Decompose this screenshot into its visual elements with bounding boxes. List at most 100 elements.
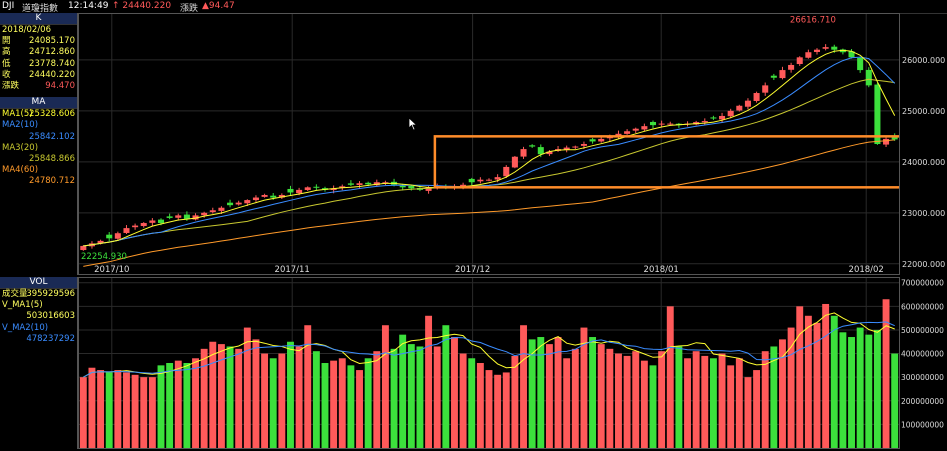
- candle-body: [788, 64, 795, 70]
- volume-bar: [735, 358, 743, 448]
- high-annotation: 26616.710: [790, 15, 836, 25]
- volume-bar: [356, 370, 363, 448]
- volume-bar: [347, 365, 355, 448]
- vol-row-0: 成交量 395929596: [2, 289, 75, 299]
- candle-body: [805, 52, 812, 58]
- volume-bar: [830, 315, 838, 448]
- candle-body: [313, 186, 320, 188]
- ma-value-1: 25842.102: [29, 131, 75, 142]
- candle-body: [339, 186, 346, 188]
- volume-bar: [761, 351, 769, 448]
- volume-tick-label: 600000000: [901, 302, 944, 311]
- volume-chart[interactable]: [78, 277, 900, 449]
- volume-bar: [709, 358, 717, 448]
- candle-body: [106, 234, 113, 239]
- ma-value-3: 24780.712: [29, 176, 75, 187]
- candle-body: [166, 216, 173, 218]
- candle-body: [296, 189, 303, 194]
- x-tick-label: 2017/12: [455, 265, 490, 274]
- candle-body: [123, 228, 130, 233]
- volume-bar: [649, 365, 657, 448]
- candle-body: [641, 126, 648, 130]
- candle-body: [770, 75, 777, 78]
- candle-body: [580, 144, 587, 146]
- volume-bar: [856, 327, 864, 448]
- volume-bar: [468, 358, 476, 448]
- volume-bar: [537, 337, 545, 448]
- ma-panel-title: MA: [0, 97, 77, 110]
- volume-bar: [848, 337, 855, 448]
- candle-body: [719, 115, 726, 120]
- index-name: 道瓊指數: [22, 4, 59, 14]
- candle-body: [736, 105, 743, 111]
- volume-bar: [528, 339, 536, 448]
- candle-body: [529, 145, 536, 147]
- volume-bar: [235, 348, 243, 448]
- candle-body: [149, 220, 156, 223]
- candle-body: [744, 100, 751, 107]
- price-tick-label: 22000.000: [902, 260, 945, 269]
- candle-body: [477, 179, 484, 182]
- volume-bar: [589, 337, 597, 448]
- ma-label-1: MA2(10): [2, 120, 39, 131]
- candle-body: [304, 187, 311, 190]
- volume-bar: [312, 351, 320, 448]
- candle-body: [727, 110, 734, 117]
- volume-bar: [338, 358, 346, 448]
- candle-body: [425, 187, 432, 191]
- candle-body: [244, 200, 251, 204]
- x-tick-label: 2018/02: [849, 265, 884, 274]
- volume-bar: [476, 363, 484, 448]
- ma20-line: [83, 78, 895, 247]
- volume-bar: [822, 303, 830, 448]
- volume-tick-label: 100000000: [901, 420, 944, 429]
- candle-body: [701, 121, 708, 123]
- candle-body: [503, 166, 510, 177]
- candle-body: [511, 156, 518, 168]
- candle-body: [710, 117, 717, 119]
- volume-bar: [148, 377, 156, 448]
- candle-body: [572, 146, 579, 148]
- x-tick-label: 2017/10: [94, 265, 129, 274]
- volume-bar: [563, 358, 571, 448]
- ma-value-2: 25848.866: [29, 153, 75, 164]
- volume-bar: [606, 348, 614, 448]
- volume-bar: [813, 322, 821, 448]
- volume-bar: [304, 325, 312, 448]
- volume-bar: [494, 374, 502, 448]
- k-date: 2018/02/06: [2, 25, 51, 35]
- volume-bar: [891, 353, 899, 448]
- candle-body: [356, 183, 363, 185]
- volume-bar: [373, 351, 381, 448]
- ma-label-2: MA3(20): [2, 142, 39, 153]
- volume-bar: [433, 346, 441, 448]
- volume-bar: [770, 346, 778, 448]
- k-row-3: 收 24440.220: [2, 69, 75, 80]
- price-y-axis: 26000.000 25000.000 24000.000 23000.000 2200…: [902, 56, 945, 269]
- volume-bar: [209, 341, 217, 448]
- volume-bar: [675, 346, 683, 448]
- volume-bar: [684, 358, 691, 448]
- volume-bar: [554, 337, 562, 448]
- ma-row-0: MA1(5) 25328.606: [2, 109, 75, 120]
- candle-body: [779, 70, 786, 79]
- volume-bar: [545, 344, 553, 448]
- current-price: ↑ 24440.220: [112, 1, 172, 11]
- mouse-cursor-icon: [408, 117, 418, 131]
- volume-bar: [252, 339, 260, 448]
- info-panel: K 2018/02/06 開 24085.170 高 24712.860 低 23778.…: [0, 13, 78, 275]
- price-chart[interactable]: 26616.710 22254.930 2017/10 2017/11 2017/12 2…: [78, 13, 904, 275]
- volume-bar: [287, 341, 294, 448]
- volume-bar: [442, 325, 450, 448]
- candle-body: [822, 47, 829, 49]
- volume-bar: [192, 358, 199, 448]
- volume-bar: [123, 372, 130, 448]
- volume-bar: [597, 344, 605, 448]
- ma-label-3: MA4(60): [2, 165, 39, 176]
- volume-bar: [459, 353, 467, 448]
- volume-bar: [718, 353, 726, 448]
- volume-bar: [615, 353, 622, 448]
- vol-label-2: V_MA2(10): [2, 322, 49, 333]
- candle-body: [848, 51, 855, 58]
- volume-bar: [295, 346, 303, 448]
